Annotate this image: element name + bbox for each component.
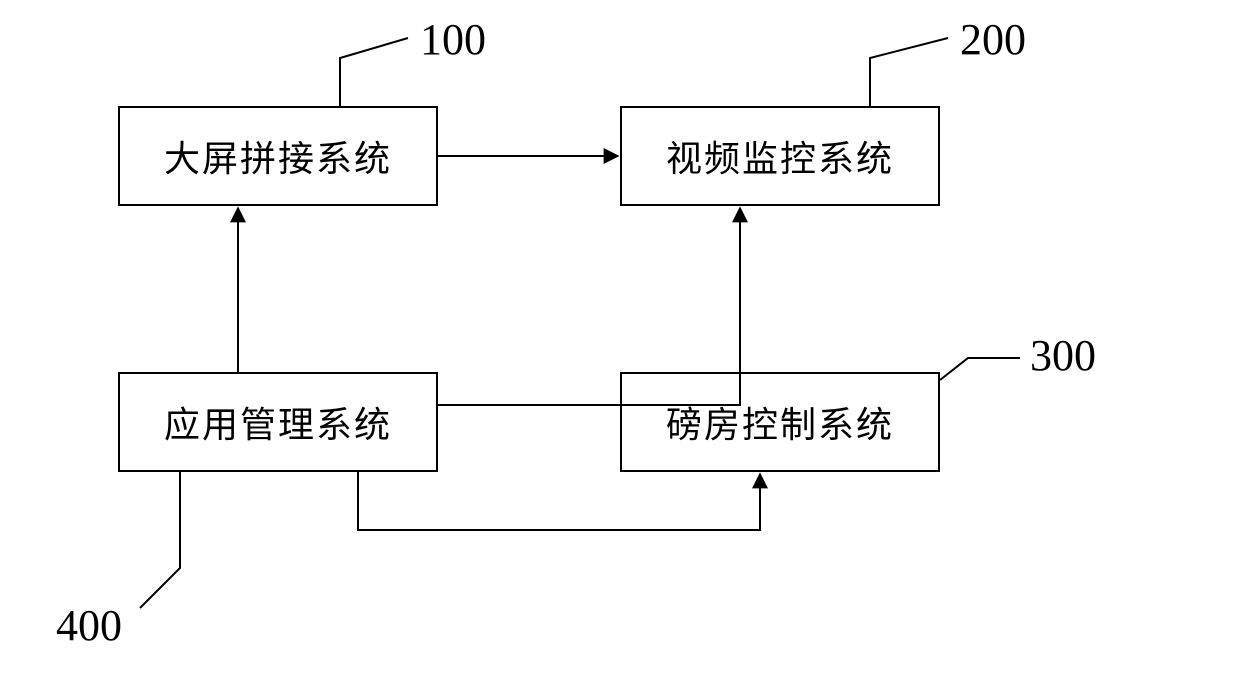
node-label: 磅房控制系统 — [666, 396, 894, 448]
node-weighing-room-control-system: 磅房控制系统 — [620, 372, 940, 472]
node-application-management-system: 应用管理系统 — [118, 372, 438, 472]
callout-leader-100 — [340, 38, 408, 106]
node-large-screen-system: 大屏拼接系统 — [118, 106, 438, 206]
callout-label-200: 200 — [960, 14, 1026, 65]
callout-leader-300 — [940, 358, 1020, 380]
edge-400-to-300 — [358, 472, 760, 530]
node-label: 视频监控系统 — [666, 130, 894, 182]
callout-label-100: 100 — [420, 14, 486, 65]
diagram-canvas: 大屏拼接系统 视频监控系统 磅房控制系统 应用管理系统 100 200 300 … — [0, 0, 1240, 682]
node-video-monitoring-system: 视频监控系统 — [620, 106, 940, 206]
node-label: 应用管理系统 — [164, 396, 392, 448]
callout-label-300: 300 — [1030, 330, 1096, 381]
node-label: 大屏拼接系统 — [164, 130, 392, 182]
callout-leader-400 — [140, 472, 180, 608]
callout-leader-200 — [870, 38, 948, 106]
callout-label-400: 400 — [56, 600, 122, 651]
